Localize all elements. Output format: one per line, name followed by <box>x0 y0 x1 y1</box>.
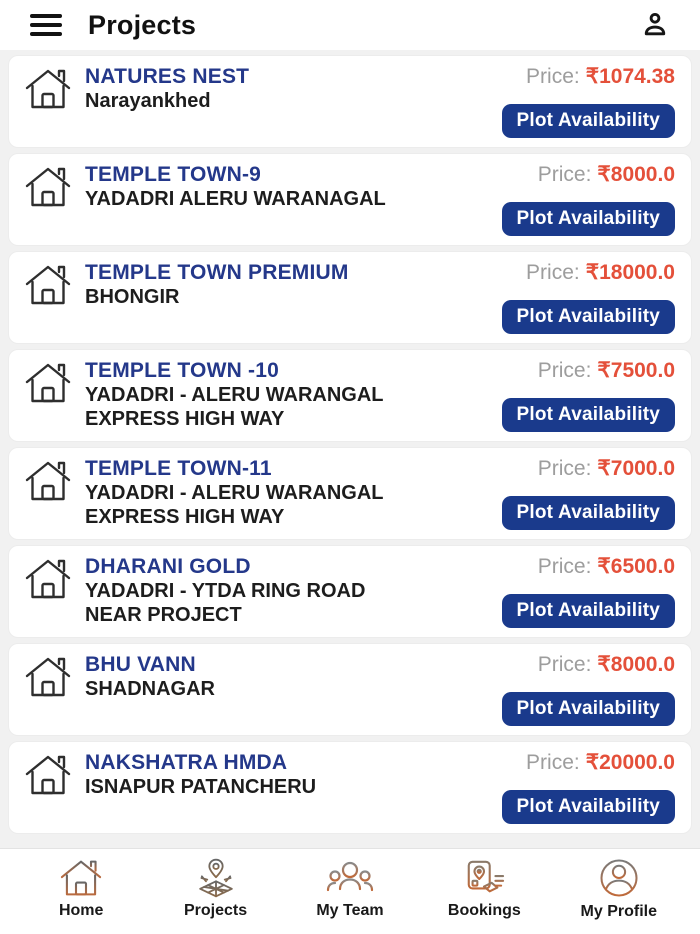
house-icon <box>23 753 73 802</box>
nav-label: Bookings <box>447 901 521 919</box>
price-label: Price: <box>537 359 592 382</box>
nav-item-my-profile[interactable]: My Profile <box>574 857 664 921</box>
project-card[interactable]: NAKSHATRA HMDA ISNAPUR PATANCHERU Price:… <box>8 741 692 834</box>
bookings-icon <box>460 858 508 898</box>
nav-item-projects[interactable]: Projects <box>171 858 261 920</box>
price-value: ₹1074.38 <box>585 65 675 88</box>
price-value: ₹8000.0 <box>597 653 675 676</box>
project-name: TEMPLE TOWN -10 <box>85 359 279 382</box>
plot-availability-button[interactable]: Plot Availability <box>501 692 675 726</box>
project-location: SHADNAGAR <box>85 678 215 700</box>
app-header: Projects <box>0 0 700 50</box>
house-icon <box>23 165 73 214</box>
house-icon <box>23 67 73 116</box>
house-icon <box>23 263 73 312</box>
home-icon <box>58 858 104 898</box>
price-value: ₹7000.0 <box>597 457 675 480</box>
my-profile-icon <box>597 857 641 899</box>
price-value: ₹6500.0 <box>597 555 675 578</box>
project-card[interactable]: TEMPLE TOWN -10 YADADRI - ALERU WARANGAL… <box>8 349 692 442</box>
projects-icon <box>193 858 239 898</box>
project-name: TEMPLE TOWN-11 <box>85 457 272 480</box>
nav-item-home[interactable]: Home <box>36 858 126 920</box>
house-icon <box>23 459 73 508</box>
project-card[interactable]: BHU VANN SHADNAGAR Price: ₹8000.0 Plot Av… <box>8 643 692 736</box>
project-name: DHARANI GOLD <box>85 555 251 578</box>
project-location: YADADRI - YTDA RING ROAD NEAR PROJECT <box>85 580 366 626</box>
my-team-icon <box>325 858 375 898</box>
page-title: Projects <box>88 9 197 40</box>
price-value: ₹20000.0 <box>585 751 675 774</box>
project-name: TEMPLE TOWN PREMIUM <box>85 261 349 284</box>
menu-icon[interactable] <box>30 14 62 36</box>
project-list: NATURES NEST Narayankhed Price: ₹1074.38 … <box>0 50 700 848</box>
plot-availability-button[interactable]: Plot Availability <box>501 202 675 236</box>
price-value: ₹18000.0 <box>585 261 675 284</box>
project-card[interactable]: TEMPLE TOWN-9 YADADRI ALERU WARANAGAL Pr… <box>8 153 692 246</box>
project-card[interactable]: TEMPLE TOWN PREMIUM BHONGIR Price: ₹18000… <box>8 251 692 344</box>
project-card[interactable]: TEMPLE TOWN-11 YADADRI - ALERU WARANGAL … <box>8 447 692 540</box>
price-label: Price: <box>526 751 580 774</box>
nav-label: Home <box>58 901 104 919</box>
plot-availability-button[interactable]: Plot Availability <box>501 104 675 138</box>
nav-item-my-team[interactable]: My Team <box>305 858 395 920</box>
project-location: ISNAPUR PATANCHERU <box>85 776 317 798</box>
price-label: Price: <box>537 555 592 578</box>
price-value: ₹7500.0 <box>597 359 675 382</box>
project-location: BHONGIR <box>85 286 180 308</box>
plot-availability-button[interactable]: Plot Availability <box>501 496 675 530</box>
price-label: Price: <box>526 261 580 284</box>
price-label: Price: <box>537 163 592 186</box>
project-name: BHU VANN <box>85 653 196 676</box>
plot-availability-button[interactable]: Plot Availability <box>501 594 675 628</box>
project-card[interactable]: NATURES NEST Narayankhed Price: ₹1074.38 … <box>8 55 692 148</box>
person-icon[interactable] <box>640 10 670 40</box>
project-name: TEMPLE TOWN-9 <box>85 163 262 186</box>
price-label: Price: <box>537 457 592 480</box>
project-location: Narayankhed <box>85 90 211 112</box>
nav-item-bookings[interactable]: Bookings <box>439 858 529 920</box>
house-icon <box>23 557 73 606</box>
project-card[interactable]: DHARANI GOLD YADADRI - YTDA RING ROAD NE… <box>8 545 692 638</box>
project-location: YADADRI - ALERU WARANGAL EXPRESS HIGH WA… <box>85 482 384 528</box>
nav-label: My Profile <box>580 902 657 920</box>
nav-label: Projects <box>184 901 248 919</box>
project-name: NATURES NEST <box>85 65 250 88</box>
house-icon <box>23 655 73 704</box>
plot-availability-button[interactable]: Plot Availability <box>501 398 675 432</box>
project-location: YADADRI - ALERU WARANGAL EXPRESS HIGH WA… <box>85 384 384 430</box>
bottom-nav: Home Projects <box>0 848 700 934</box>
plot-availability-button[interactable]: Plot Availability <box>501 300 675 334</box>
house-icon <box>23 361 73 410</box>
project-location: YADADRI ALERU WARANAGAL <box>85 188 386 210</box>
price-label: Price: <box>537 653 592 676</box>
price-label: Price: <box>526 65 580 88</box>
nav-label: My Team <box>316 901 384 919</box>
plot-availability-button[interactable]: Plot Availability <box>501 790 675 824</box>
project-name: NAKSHATRA HMDA <box>85 751 288 774</box>
price-value: ₹8000.0 <box>597 163 675 186</box>
